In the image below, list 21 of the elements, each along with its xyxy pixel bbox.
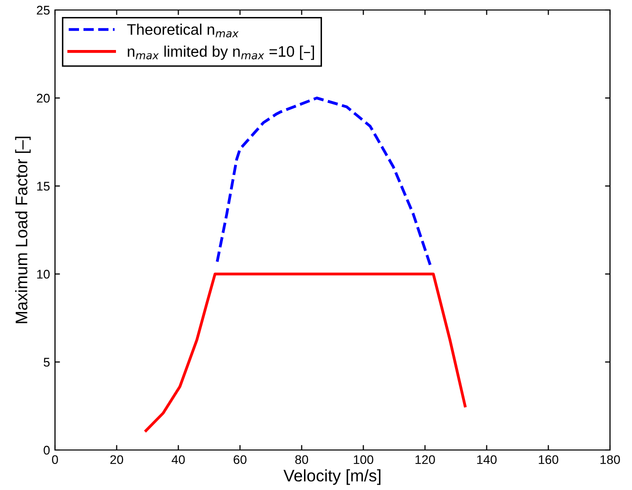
- x-tick-label: 160: [538, 455, 558, 464]
- y-axis-title: Maximum Load Factor [–]: [15, 136, 31, 324]
- x-tick-label: 40: [172, 455, 185, 464]
- x-tick-label: 20: [110, 455, 124, 464]
- x-tick-label: 180: [600, 455, 620, 464]
- x-tick-label: 60: [234, 455, 246, 464]
- legend-label: n$_{max}$ limited by n$_{max}$ =10 [–]: [128, 46, 314, 60]
- y-tick-label: 0: [44, 446, 50, 455]
- y-tick-label: 10: [37, 270, 50, 279]
- y-tick-label: 15: [37, 182, 50, 191]
- legend-label: Theoretical n$_{max}$: [127, 24, 239, 38]
- x-tick-label: 120: [416, 455, 435, 464]
- y-tick-label: 25: [36, 6, 50, 15]
- line-series: [144, 272, 466, 432]
- y-tick-label: 5: [44, 358, 50, 367]
- x-tick-label: 140: [477, 455, 497, 464]
- x-tick-label: 0: [52, 455, 58, 464]
- y-tick-label: 20: [36, 94, 50, 103]
- x-tick-label: 80: [295, 455, 308, 464]
- x-axis-title: Velocity [m/s]: [283, 469, 380, 485]
- x-tick-label: 100: [354, 455, 374, 464]
